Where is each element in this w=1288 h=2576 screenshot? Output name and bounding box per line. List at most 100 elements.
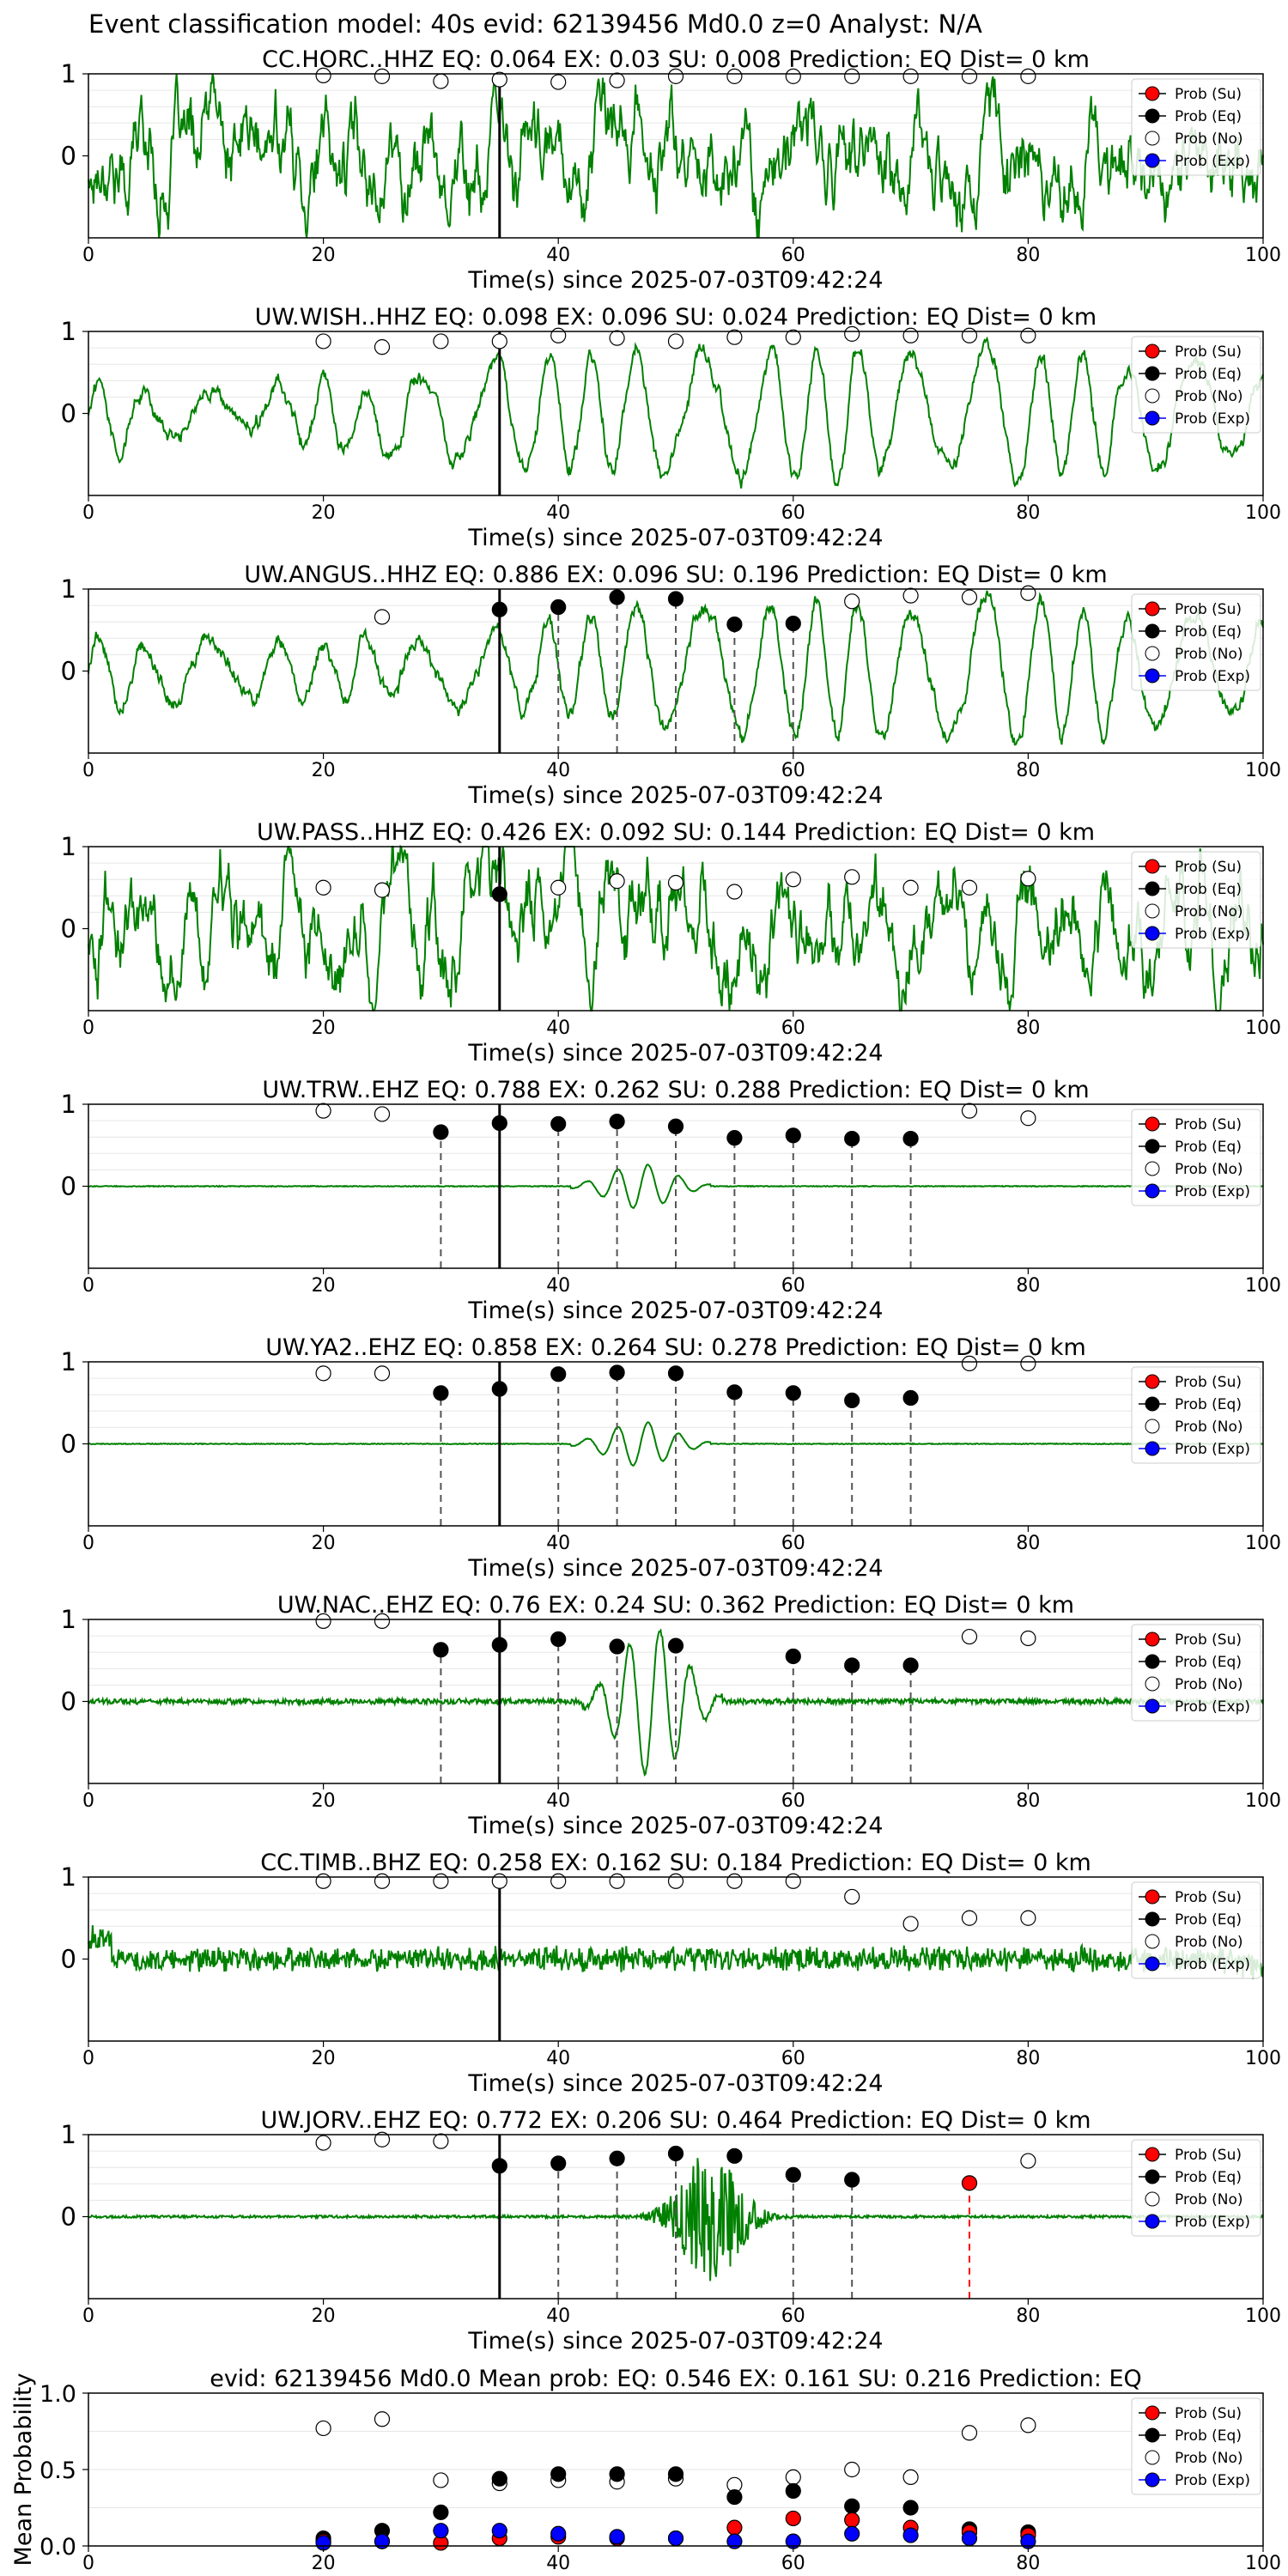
prob-eq-point (785, 1127, 801, 1144)
legend-label: Prob (No) (1175, 646, 1243, 663)
legend-marker (1145, 646, 1160, 661)
x-tick-label: 100 (1245, 1533, 1281, 1554)
legend-box (1131, 2139, 1261, 2237)
prob-no-point (1020, 871, 1036, 887)
x-axis-label: Time(s) since 2025-07-03T09:42:24 (467, 267, 883, 294)
y-tick-label: 0 (61, 1687, 76, 1716)
prob-eq-point (609, 1638, 625, 1655)
legend-label: Prob (Eq) (1175, 1654, 1242, 1671)
prob-no-point (433, 1873, 449, 1889)
panel-title: UW.NAC..EHZ EQ: 0.76 EX: 0.24 SU: 0.362 … (277, 1592, 1074, 1619)
prob-no-point (1020, 1910, 1036, 1926)
prob-eq-point (609, 2466, 625, 2482)
y-tick-label: 0 (61, 1945, 76, 1974)
x-tick-label: 20 (312, 245, 336, 266)
panel-title: UW.PASS..HHZ EQ: 0.426 EX: 0.092 SU: 0.1… (257, 819, 1095, 846)
x-axis-label: Time(s) since 2025-07-03T09:42:24 (467, 2328, 883, 2354)
waveform-trace (88, 1925, 1264, 1979)
legend-marker (1145, 131, 1160, 146)
x-tick-label: 20 (312, 1018, 336, 1039)
y-tick-label: 0 (61, 1430, 76, 1459)
prob-eq-point (726, 616, 743, 633)
prob-no-point (374, 1365, 391, 1382)
prob-no-point (667, 68, 684, 84)
legend-marker (1145, 926, 1160, 941)
prob-eq-point (609, 589, 625, 605)
prob-no-point (433, 73, 449, 89)
y-tick-label: 0 (61, 657, 76, 686)
prob-no-point (961, 2425, 978, 2441)
panel-title: UW.TRW..EHZ EQ: 0.788 EX: 0.262 SU: 0.28… (262, 1077, 1089, 1103)
prob-no-point (315, 1365, 331, 1382)
prob-exp-point (902, 2527, 919, 2543)
legend-marker (1145, 1631, 1160, 1647)
prob-no-point (902, 587, 919, 604)
prob-no-point (374, 609, 391, 625)
x-tick-label: 80 (1016, 502, 1040, 524)
prob-eq-point (550, 1631, 567, 1648)
x-axis-label: Time(s) since 2025-07-03T09:42:24 (467, 1297, 883, 1324)
legend: Prob (Su) Prob (Eq) Prob (No) Prob (Exp) (1131, 2139, 1261, 2237)
legend-marker (1145, 2191, 1160, 2207)
legend-marker (1145, 1889, 1160, 1905)
legend-label: Prob (Eq) (1175, 366, 1242, 383)
x-tick-label: 0 (82, 1018, 94, 1039)
x-axis-label: Time(s) since 2025-07-03T09:42:24 (467, 1555, 883, 1582)
legend-label: Prob (Eq) (1175, 623, 1242, 641)
panel-2: UW.WISH..HHZ EQ: 0.098 EX: 0.096 SU: 0.0… (61, 304, 1281, 551)
legend-label: Prob (Su) (1175, 2405, 1242, 2422)
legend-marker (1145, 366, 1160, 381)
y-tick-label: 1 (61, 2120, 76, 2149)
figure-suptitle: Event classification model: 40s evid: 62… (88, 9, 982, 39)
prob-exp-point (374, 2533, 391, 2549)
legend-label: Prob (Su) (1175, 1889, 1242, 1906)
x-tick-label: 40 (546, 2306, 570, 2327)
prob-no-point (844, 869, 860, 885)
prob-eq-point (491, 2470, 507, 2487)
prob-eq-point (609, 1364, 625, 1381)
panel-title: UW.ANGUS..HHZ EQ: 0.886 EX: 0.096 SU: 0.… (244, 562, 1107, 588)
legend-box (1131, 336, 1261, 434)
legend-label: Prob (Exp) (1175, 926, 1250, 943)
legend-marker (1145, 1419, 1160, 1434)
prob-eq-point (667, 591, 684, 607)
prob-eq-point (667, 2466, 684, 2482)
prob-no-point (315, 879, 331, 896)
panel-7: UW.NAC..EHZ EQ: 0.76 EX: 0.24 SU: 0.362 … (61, 1592, 1281, 1839)
prob-no-point (1020, 1355, 1036, 1372)
prob-exp-point (667, 2530, 684, 2547)
prob-no-point (374, 339, 391, 355)
legend-label: Prob (No) (1175, 131, 1243, 148)
prob-no-point (315, 333, 331, 349)
legend-label: Prob (Eq) (1175, 2427, 1242, 2445)
legend-marker (1145, 1396, 1160, 1412)
legend: Prob (Su) Prob (Eq) Prob (No) Prob (Exp) (1131, 1624, 1261, 1722)
legend-marker (1145, 2405, 1160, 2421)
y-tick-label: 0 (61, 142, 76, 171)
x-tick-label: 80 (1016, 1275, 1040, 1297)
y-tick-label: 1 (61, 832, 76, 861)
legend-marker (1145, 859, 1160, 874)
prob-no-point (491, 1873, 507, 1889)
x-tick-label: 20 (312, 760, 336, 781)
prob-eq-point (844, 1392, 860, 1408)
prob-no-point (844, 1888, 860, 1905)
legend-marker (1145, 2147, 1160, 2162)
prob-no-point (844, 593, 860, 610)
y-tick-label: 1 (61, 317, 76, 346)
x-tick-label: 0 (82, 1275, 94, 1297)
legend-label: Prob (Eq) (1175, 1911, 1242, 1929)
prob-eq-point (550, 2466, 567, 2482)
legend: Prob (Su) Prob (Eq) Prob (No) Prob (Exp) (1131, 336, 1261, 434)
prob-no-point (961, 1103, 978, 1119)
legend-label: Prob (No) (1175, 1419, 1243, 1436)
waveform-trace (88, 336, 1264, 489)
x-tick-label: 60 (781, 2048, 805, 2069)
prob-su-point (961, 2175, 978, 2191)
x-tick-label: 100 (1245, 2306, 1281, 2327)
legend-marker (1145, 410, 1160, 426)
prob-eq-point (785, 2482, 801, 2500)
x-tick-label: 60 (781, 1275, 805, 1297)
legend-label: Prob (Su) (1175, 1374, 1242, 1391)
